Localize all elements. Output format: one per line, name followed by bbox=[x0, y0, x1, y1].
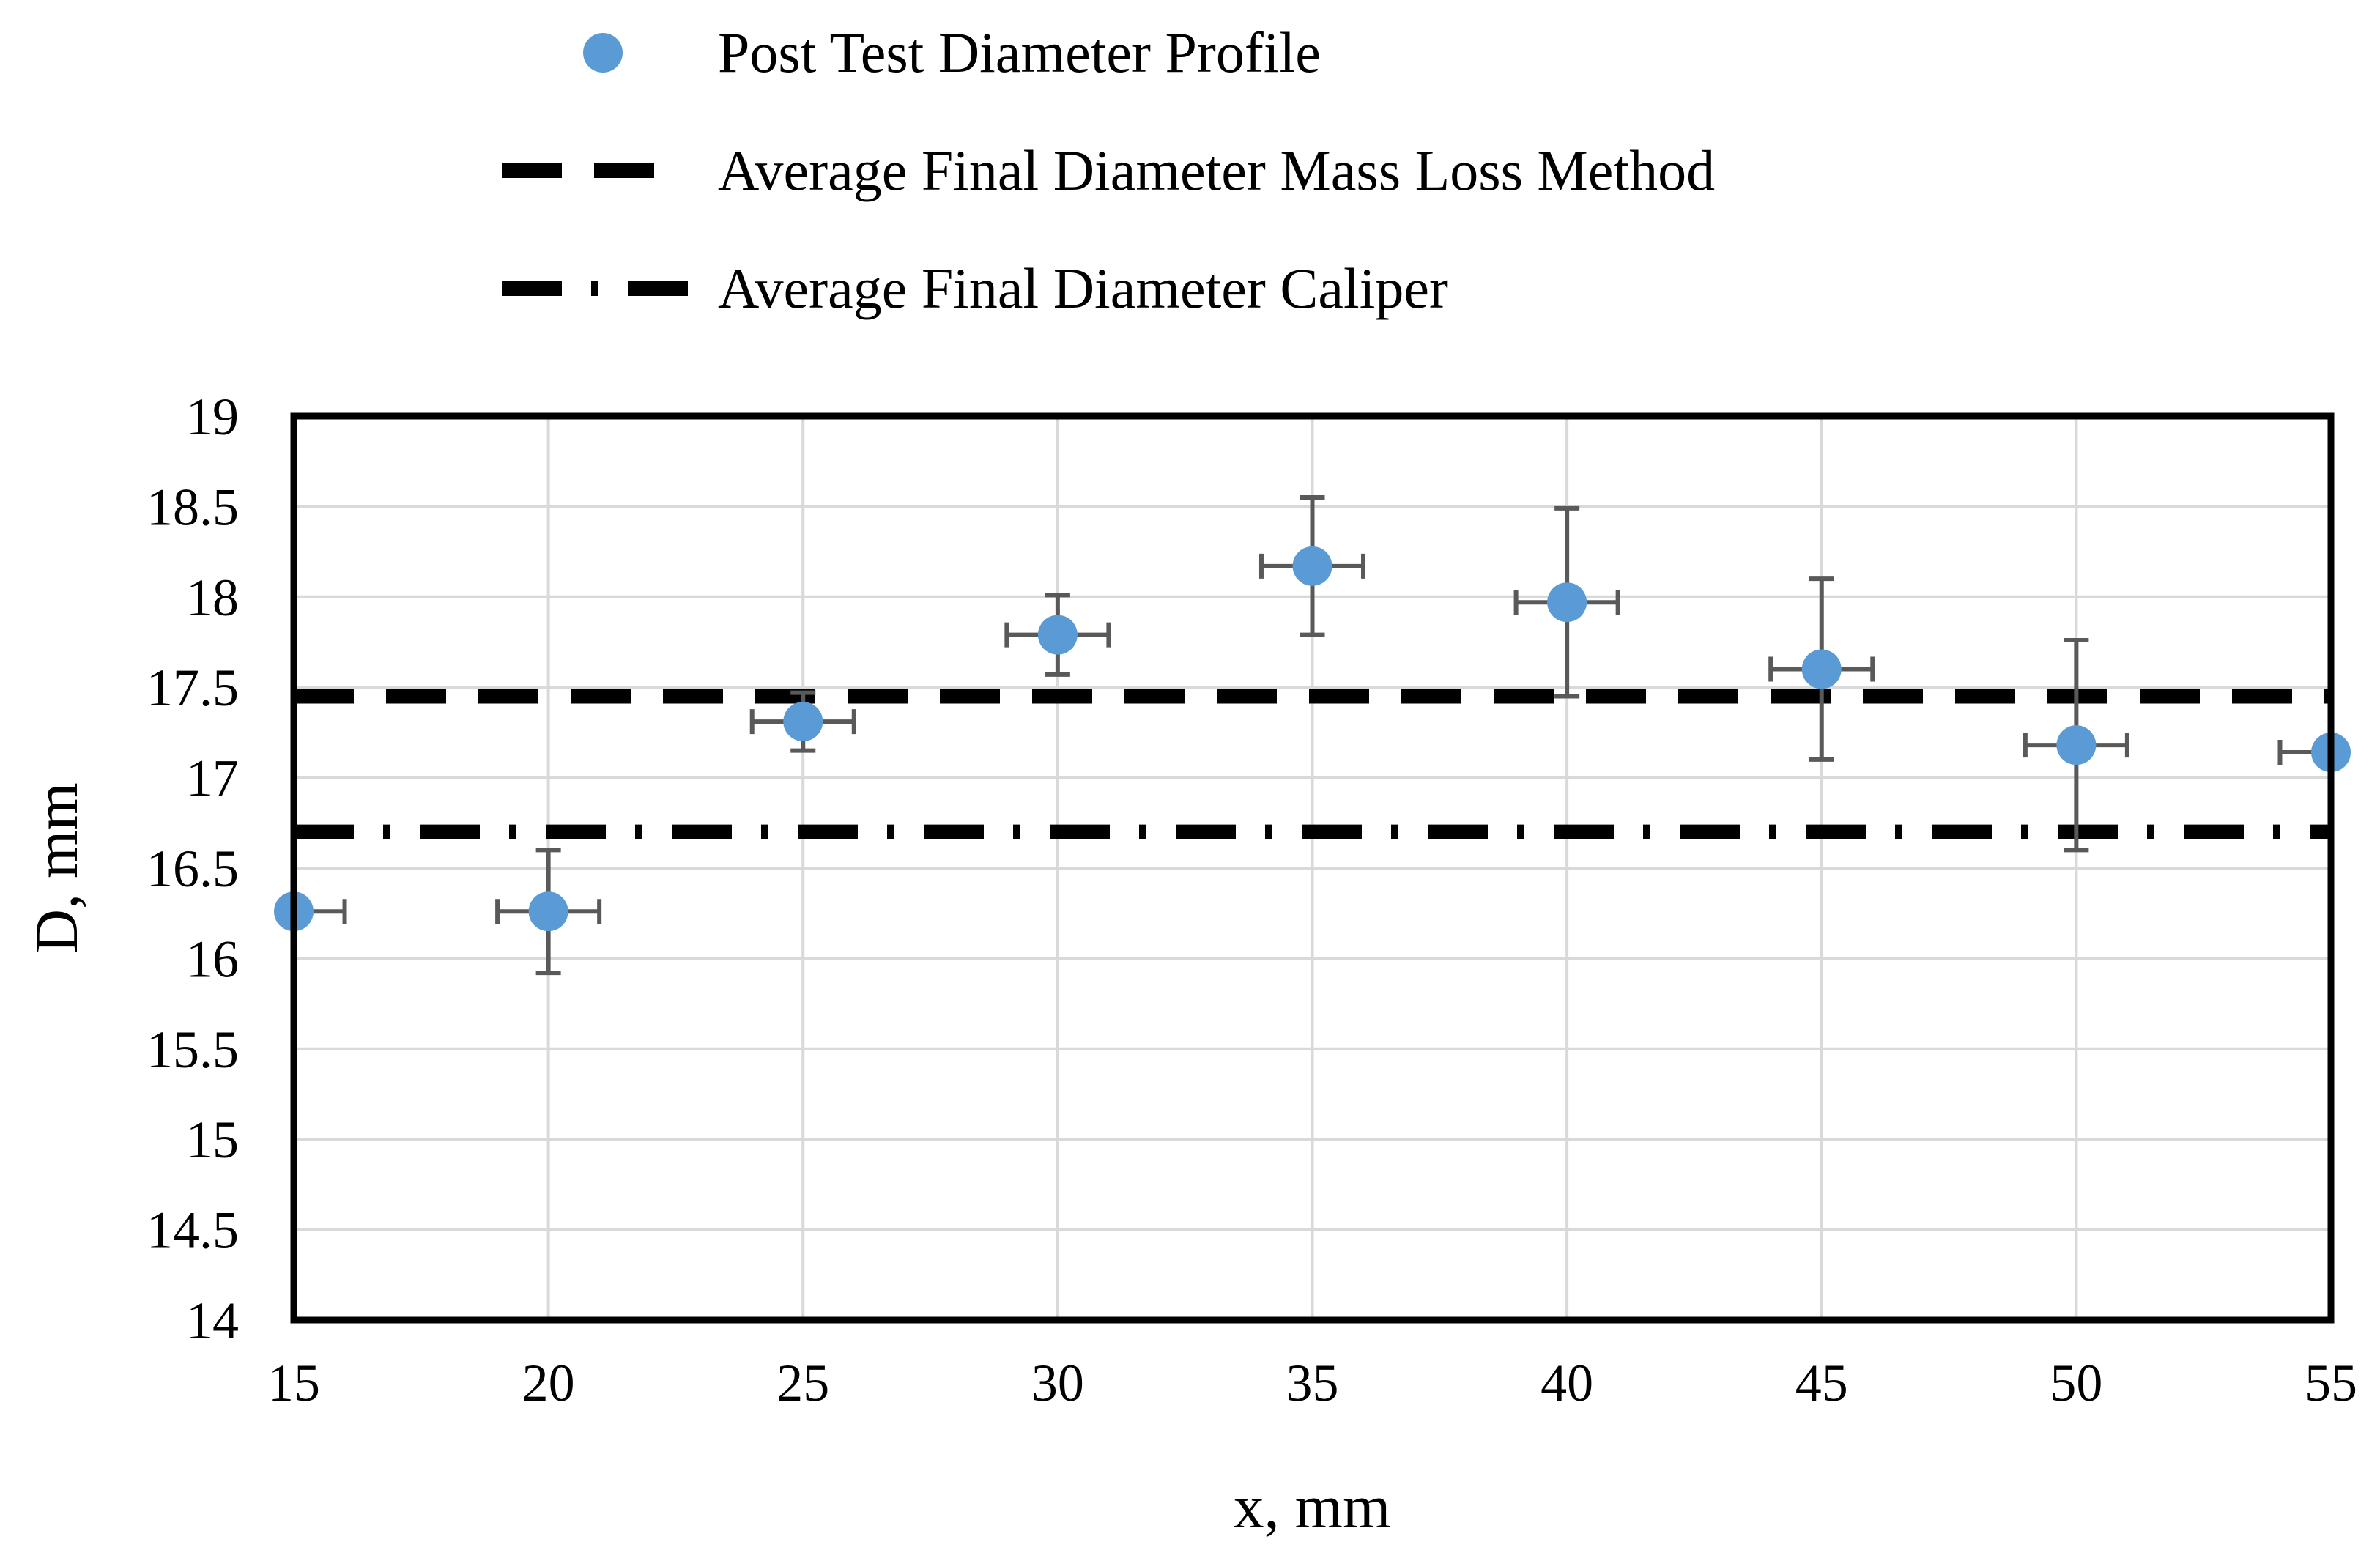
x-tick-label: 50 bbox=[2050, 1354, 2102, 1412]
x-tick-label: 35 bbox=[1286, 1354, 1339, 1412]
y-tick-label: 14 bbox=[186, 1291, 239, 1350]
x-axis-title: x, mm bbox=[1234, 1473, 1391, 1541]
legend-label-mass-loss: Average Final Diameter Mass Loss Method bbox=[718, 138, 1715, 202]
y-tick-label: 14.5 bbox=[147, 1201, 239, 1260]
x-tick-label: 20 bbox=[522, 1354, 575, 1412]
legend-label-points: Post Test Diameter Profile bbox=[718, 21, 1321, 84]
x-tick-label: 30 bbox=[1031, 1354, 1084, 1412]
y-tick-label: 15 bbox=[186, 1111, 239, 1169]
y-axis-title: D, mm bbox=[23, 782, 91, 953]
y-tick-label: 18 bbox=[186, 568, 239, 627]
data-point bbox=[783, 702, 823, 742]
tick-labels: 15 20 25 30 35 40 45 50 55 14 14.5 15 15.5 16 16.5 17 17… bbox=[147, 388, 2357, 1412]
y-tick-label: 19 bbox=[186, 388, 239, 446]
legend-label-caliper: Average Final Diameter Caliper bbox=[718, 256, 1448, 320]
y-tick-label: 17 bbox=[186, 749, 239, 808]
y-tick-label: 17.5 bbox=[147, 659, 239, 717]
x-tick-label: 40 bbox=[1541, 1354, 1593, 1412]
y-tick-label: 16.5 bbox=[147, 839, 239, 898]
plot-frame bbox=[290, 412, 2335, 1324]
data-points bbox=[274, 546, 2351, 932]
data-point bbox=[1292, 546, 1332, 586]
data-point bbox=[1801, 649, 1842, 689]
data-point bbox=[528, 891, 568, 932]
x-tick-label: 15 bbox=[267, 1354, 320, 1412]
y-tick-label: 18.5 bbox=[147, 478, 239, 536]
legend: Post Test Diameter Profile Average Final… bbox=[502, 21, 1715, 320]
data-point bbox=[2056, 725, 2097, 765]
y-tick-label: 15.5 bbox=[147, 1020, 239, 1079]
x-tick-label: 25 bbox=[776, 1354, 829, 1412]
data-point bbox=[1547, 582, 1587, 623]
data-point bbox=[1037, 615, 1078, 655]
x-tick-label: 55 bbox=[2305, 1354, 2357, 1412]
x-tick-label: 45 bbox=[1795, 1354, 1848, 1412]
reference-lines bbox=[294, 689, 2331, 839]
legend-marker-points bbox=[583, 33, 623, 73]
y-tick-label: 16 bbox=[186, 930, 239, 988]
